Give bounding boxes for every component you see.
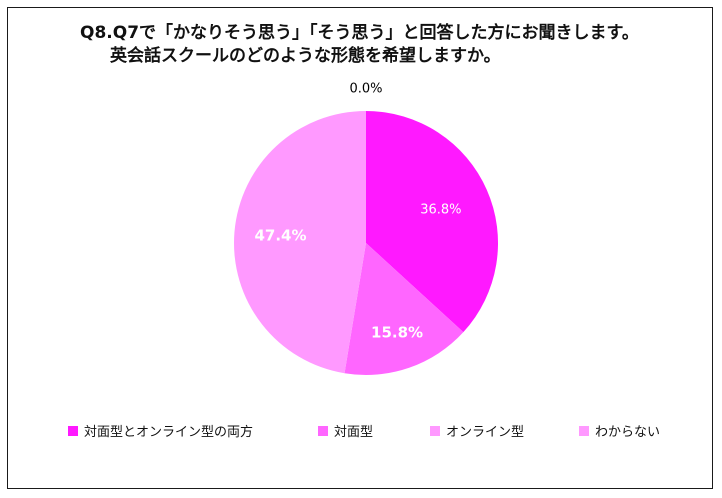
legend-item-online: オンライン型 [430,421,524,440]
pie-slice-in-person [344,243,464,375]
legend-item-both: 対面型とオンライン型の両方 [68,421,253,440]
data-label-online: 47.4% [254,226,306,244]
legend-label-in-person: 対面型 [334,425,374,440]
legend-label-both: 対面型とオンライン型の両方 [84,425,254,440]
legend-label-unknown: わからない [595,425,661,440]
legend-label-online: オンライン型 [446,425,525,440]
chart-title-line-1: Q8.Q7で「かなりそう思う」「そう思う」と回答した方にお聞きします。 [80,23,639,43]
chart-title: Q8.Q7で「かなりそう思う」「そう思う」と回答した方にお聞きします。 英会話ス… [0,22,722,68]
chart-title-line-2: 英会話スクールのどのような形態を希望しますか。 [110,46,501,66]
data-label-unknown: 0.0% [349,82,382,97]
chart-legend: 対面型とオンライン型の両方 対面型 オンライン型 わからない [0,421,722,443]
data-label-both: 36.8% [420,203,461,218]
data-label-in-person: 15.8% [371,323,423,341]
legend-swatch-both [68,425,78,436]
legend-swatch-unknown [579,425,589,436]
legend-item-in-person: 対面型 [318,421,373,440]
legend-item-unknown: わからない [579,421,660,440]
pie-slice-both [366,111,498,333]
legend-swatch-in-person [318,425,328,436]
pie-slice-online [233,111,366,374]
legend-swatch-online [430,425,440,436]
